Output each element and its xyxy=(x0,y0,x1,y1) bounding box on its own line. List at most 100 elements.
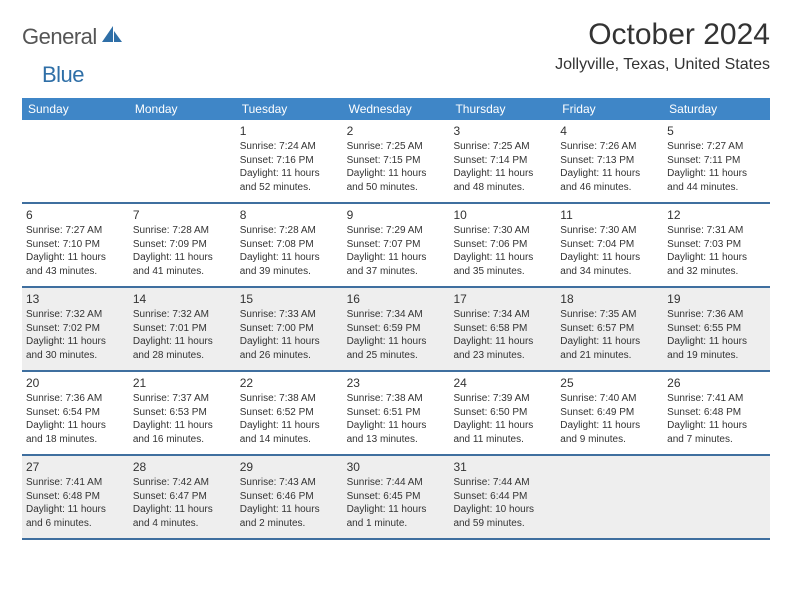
month-title: October 2024 xyxy=(555,18,770,52)
day-cell: 9Sunrise: 7:29 AMSunset: 7:07 PMDaylight… xyxy=(343,204,450,286)
day-sunrise: Sunrise: 7:32 AM xyxy=(133,308,232,322)
day-cell: 26Sunrise: 7:41 AMSunset: 6:48 PMDayligh… xyxy=(663,372,770,454)
day-day2: and 14 minutes. xyxy=(240,433,339,447)
day-day2: and 4 minutes. xyxy=(133,517,232,531)
day-cell: 12Sunrise: 7:31 AMSunset: 7:03 PMDayligh… xyxy=(663,204,770,286)
day-cell: 30Sunrise: 7:44 AMSunset: 6:45 PMDayligh… xyxy=(343,456,450,538)
day-number: 14 xyxy=(133,291,232,307)
day-sunrise: Sunrise: 7:39 AM xyxy=(453,392,552,406)
day-day2: and 2 minutes. xyxy=(240,517,339,531)
day-number: 12 xyxy=(667,207,766,223)
day-sunset: Sunset: 6:48 PM xyxy=(26,490,125,504)
day-number: 9 xyxy=(347,207,446,223)
day-cell: 8Sunrise: 7:28 AMSunset: 7:08 PMDaylight… xyxy=(236,204,343,286)
day-sunrise: Sunrise: 7:24 AM xyxy=(240,140,339,154)
day-day2: and 18 minutes. xyxy=(26,433,125,447)
day-day1: Daylight: 11 hours xyxy=(667,251,766,265)
day-day1: Daylight: 11 hours xyxy=(453,167,552,181)
day-day1: Daylight: 11 hours xyxy=(453,419,552,433)
day-sunset: Sunset: 7:00 PM xyxy=(240,322,339,336)
day-sunrise: Sunrise: 7:43 AM xyxy=(240,476,339,490)
day-cell: 7Sunrise: 7:28 AMSunset: 7:09 PMDaylight… xyxy=(129,204,236,286)
day-day1: Daylight: 11 hours xyxy=(26,335,125,349)
day-day2: and 26 minutes. xyxy=(240,349,339,363)
day-number: 13 xyxy=(26,291,125,307)
day-number: 17 xyxy=(453,291,552,307)
day-number: 25 xyxy=(560,375,659,391)
day-day2: and 43 minutes. xyxy=(26,265,125,279)
day-day1: Daylight: 11 hours xyxy=(667,335,766,349)
day-sunrise: Sunrise: 7:27 AM xyxy=(26,224,125,238)
day-day1: Daylight: 11 hours xyxy=(133,335,232,349)
day-day1: Daylight: 11 hours xyxy=(240,251,339,265)
day-day1: Daylight: 11 hours xyxy=(26,419,125,433)
day-number: 21 xyxy=(133,375,232,391)
day-day2: and 16 minutes. xyxy=(133,433,232,447)
calendar-page: General October 2024 Jollyville, Texas, … xyxy=(0,0,792,558)
day-day2: and 13 minutes. xyxy=(347,433,446,447)
day-day1: Daylight: 11 hours xyxy=(133,251,232,265)
week-row: 13Sunrise: 7:32 AMSunset: 7:02 PMDayligh… xyxy=(22,288,770,372)
day-day2: and 28 minutes. xyxy=(133,349,232,363)
day-sunset: Sunset: 6:49 PM xyxy=(560,406,659,420)
day-sunrise: Sunrise: 7:36 AM xyxy=(26,392,125,406)
day-day1: Daylight: 11 hours xyxy=(347,419,446,433)
day-day1: Daylight: 11 hours xyxy=(560,167,659,181)
day-sunset: Sunset: 6:46 PM xyxy=(240,490,339,504)
day-day1: Daylight: 11 hours xyxy=(240,335,339,349)
day-cell: 2Sunrise: 7:25 AMSunset: 7:15 PMDaylight… xyxy=(343,120,450,202)
day-cell: 11Sunrise: 7:30 AMSunset: 7:04 PMDayligh… xyxy=(556,204,663,286)
day-day2: and 9 minutes. xyxy=(560,433,659,447)
weeks-container: 1Sunrise: 7:24 AMSunset: 7:16 PMDaylight… xyxy=(22,120,770,540)
day-cell: 6Sunrise: 7:27 AMSunset: 7:10 PMDaylight… xyxy=(22,204,129,286)
day-sunrise: Sunrise: 7:38 AM xyxy=(347,392,446,406)
dow-monday: Monday xyxy=(129,98,236,120)
day-day2: and 46 minutes. xyxy=(560,181,659,195)
logo-sail-icon xyxy=(101,25,123,48)
day-sunrise: Sunrise: 7:33 AM xyxy=(240,308,339,322)
day-sunrise: Sunrise: 7:25 AM xyxy=(347,140,446,154)
day-cell: 4Sunrise: 7:26 AMSunset: 7:13 PMDaylight… xyxy=(556,120,663,202)
day-number: 7 xyxy=(133,207,232,223)
day-day2: and 44 minutes. xyxy=(667,181,766,195)
dow-sunday: Sunday xyxy=(22,98,129,120)
day-day2: and 37 minutes. xyxy=(347,265,446,279)
day-sunset: Sunset: 6:54 PM xyxy=(26,406,125,420)
day-cell: 27Sunrise: 7:41 AMSunset: 6:48 PMDayligh… xyxy=(22,456,129,538)
day-sunrise: Sunrise: 7:41 AM xyxy=(26,476,125,490)
day-day2: and 52 minutes. xyxy=(240,181,339,195)
day-day2: and 39 minutes. xyxy=(240,265,339,279)
day-sunset: Sunset: 6:50 PM xyxy=(453,406,552,420)
empty-cell xyxy=(556,456,663,538)
day-day2: and 21 minutes. xyxy=(560,349,659,363)
day-sunset: Sunset: 7:14 PM xyxy=(453,154,552,168)
day-number: 28 xyxy=(133,459,232,475)
day-day2: and 59 minutes. xyxy=(453,517,552,531)
day-day1: Daylight: 11 hours xyxy=(347,167,446,181)
day-cell: 29Sunrise: 7:43 AMSunset: 6:46 PMDayligh… xyxy=(236,456,343,538)
day-cell: 10Sunrise: 7:30 AMSunset: 7:06 PMDayligh… xyxy=(449,204,556,286)
day-day1: Daylight: 11 hours xyxy=(560,251,659,265)
day-day2: and 11 minutes. xyxy=(453,433,552,447)
day-sunrise: Sunrise: 7:25 AM xyxy=(453,140,552,154)
day-day1: Daylight: 11 hours xyxy=(453,335,552,349)
day-cell: 17Sunrise: 7:34 AMSunset: 6:58 PMDayligh… xyxy=(449,288,556,370)
day-number: 1 xyxy=(240,123,339,139)
dow-friday: Friday xyxy=(556,98,663,120)
day-number: 27 xyxy=(26,459,125,475)
day-sunrise: Sunrise: 7:27 AM xyxy=(667,140,766,154)
day-number: 19 xyxy=(667,291,766,307)
day-number: 24 xyxy=(453,375,552,391)
dow-thursday: Thursday xyxy=(449,98,556,120)
day-day1: Daylight: 11 hours xyxy=(133,419,232,433)
day-day1: Daylight: 11 hours xyxy=(26,503,125,517)
day-day1: Daylight: 11 hours xyxy=(560,419,659,433)
day-number: 15 xyxy=(240,291,339,307)
day-sunset: Sunset: 7:10 PM xyxy=(26,238,125,252)
day-day2: and 35 minutes. xyxy=(453,265,552,279)
day-sunset: Sunset: 7:15 PM xyxy=(347,154,446,168)
day-day2: and 32 minutes. xyxy=(667,265,766,279)
day-sunrise: Sunrise: 7:44 AM xyxy=(347,476,446,490)
day-day1: Daylight: 11 hours xyxy=(667,419,766,433)
day-cell: 19Sunrise: 7:36 AMSunset: 6:55 PMDayligh… xyxy=(663,288,770,370)
